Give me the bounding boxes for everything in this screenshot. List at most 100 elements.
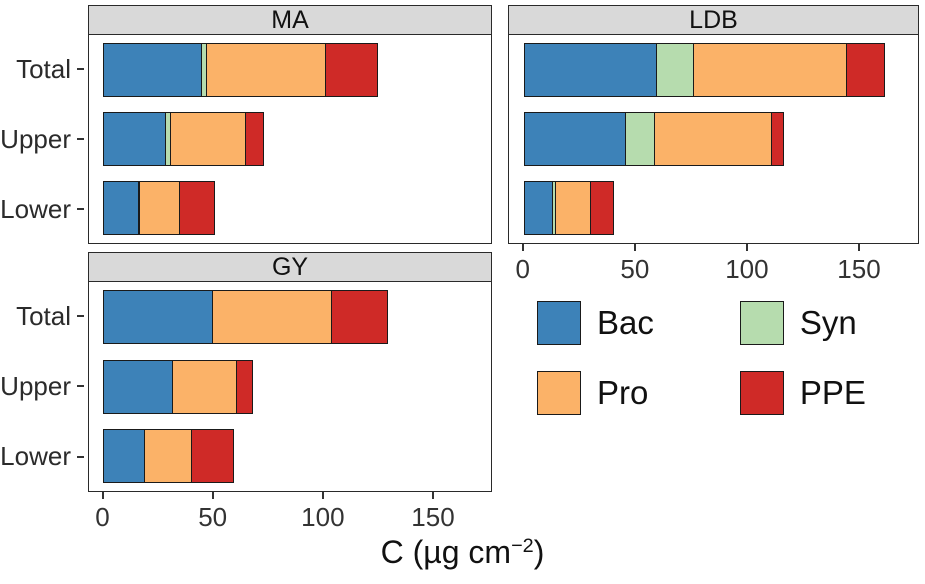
x-tick-mark	[857, 244, 860, 251]
panel-ma	[88, 34, 492, 244]
bar-row-lower	[509, 174, 918, 243]
category-label: Upper	[0, 370, 71, 401]
bar-segment-bac	[103, 111, 167, 166]
category-label: Lower	[0, 193, 71, 224]
bar-segment-ppe	[191, 429, 234, 484]
legend-item-ppe: PPE	[739, 371, 866, 415]
legend: Bac Pro Syn PPE	[537, 301, 866, 415]
legend-item-syn: Syn	[739, 301, 866, 345]
legend-key-bac	[537, 301, 581, 345]
x-axis-ldb: 0 50 100 150	[508, 244, 919, 288]
bar-segment-bac	[103, 42, 203, 97]
panel-gy	[88, 281, 492, 492]
bar-segment-bac	[103, 181, 140, 236]
y-label-row: Lower	[0, 174, 84, 244]
legend-label-ppe: PPE	[799, 374, 866, 411]
bar-segment-ppe	[846, 42, 885, 97]
bar-segment-pro	[144, 429, 193, 484]
x-tick-label: 150	[411, 502, 455, 532]
category-label: Lower	[0, 441, 71, 472]
bar-row-lower	[89, 421, 491, 491]
bar-row-total	[509, 35, 918, 104]
y-label-row: Total	[0, 281, 84, 351]
bar-segment-pro	[692, 42, 848, 97]
bar-row-upper	[89, 352, 491, 422]
bar-segment-bac	[523, 181, 554, 236]
legend-key-ppe	[739, 371, 784, 415]
x-tick-label: 0	[515, 254, 531, 284]
y-tick-mark	[77, 208, 84, 210]
facet-title-gy: GY	[271, 252, 309, 281]
bar-segment-ppe	[590, 181, 614, 236]
bar-segment-pro	[171, 359, 238, 414]
facet-strip-ma: MA	[88, 5, 492, 35]
x-tick-label: 100	[725, 254, 769, 284]
y-label-row: Upper	[0, 351, 84, 421]
bar-segment-pro	[555, 181, 592, 236]
bar-segment-ppe	[770, 111, 784, 166]
bar-segment-pro	[206, 42, 327, 97]
y-label-row: Total	[0, 34, 84, 104]
x-tick-mark	[321, 492, 324, 499]
bar-segment-pro	[170, 111, 247, 166]
facet-strip-ldb: LDB	[508, 5, 919, 35]
legend-label-bac: Bac	[597, 304, 654, 341]
x-axis-title-close: )	[533, 534, 545, 570]
x-tick-mark	[633, 244, 636, 251]
bar-segment-syn	[625, 111, 656, 166]
facet-title-ldb: LDB	[689, 5, 738, 34]
bar-row-upper	[509, 104, 918, 173]
x-tick-label: 50	[620, 254, 650, 284]
bar-segment-bac	[523, 111, 627, 166]
bar-segment-ppe	[330, 289, 388, 344]
facet-title-ma: MA	[271, 5, 309, 34]
x-tick-mark	[211, 492, 214, 499]
bar-segment-ppe	[325, 42, 378, 97]
facet-strip-gy: GY	[88, 252, 492, 282]
category-label: Total	[16, 300, 71, 331]
x-tick-label: 100	[301, 502, 345, 532]
bar-segment-pro	[654, 111, 773, 166]
legend-key-syn	[739, 301, 784, 345]
bar-row-upper	[89, 104, 491, 173]
x-tick-label: 150	[837, 254, 881, 284]
x-axis-title-text: C (µg cm	[380, 534, 512, 570]
panel-ldb	[508, 34, 919, 244]
bar-segment-syn	[655, 42, 695, 97]
bar-segment-bac	[103, 429, 146, 484]
y-label-row: Upper	[0, 104, 84, 174]
bar-segment-bac	[103, 289, 214, 344]
legend-item-bac: Bac	[537, 301, 654, 345]
bar-segment-pro	[211, 289, 333, 344]
x-tick-mark	[521, 244, 524, 251]
bar-segment-ppe	[235, 359, 253, 414]
y-label-row: Lower	[0, 422, 84, 492]
y-tick-mark	[77, 315, 84, 318]
legend-key-pro	[537, 371, 581, 415]
x-tick-label: 50	[198, 502, 228, 532]
bar-segment-ppe	[179, 181, 216, 236]
bar-segment-pro	[138, 181, 181, 236]
bar-segment-bac	[523, 42, 658, 97]
category-label: Upper	[0, 123, 71, 154]
y-axis-labels-ma: Total Upper Lower	[0, 34, 84, 244]
bar-row-total	[89, 35, 491, 104]
legend-label-pro: Pro	[597, 374, 649, 411]
y-tick-mark	[77, 385, 84, 388]
x-tick-mark	[745, 244, 748, 251]
y-tick-mark	[77, 138, 84, 140]
y-axis-labels-gy: Total Upper Lower	[0, 281, 84, 492]
y-tick-mark	[77, 68, 84, 70]
bar-segment-ppe	[244, 111, 264, 166]
y-tick-mark	[77, 455, 84, 458]
x-axis-gy: 0 50 100 150	[88, 492, 492, 536]
legend-label-syn: Syn	[799, 304, 857, 341]
x-tick-label: 0	[95, 502, 110, 532]
bar-row-lower	[89, 174, 491, 243]
legend-item-pro: Pro	[537, 371, 654, 415]
bar-row-total	[89, 282, 491, 352]
x-tick-mark	[101, 492, 104, 499]
x-tick-mark	[431, 492, 434, 499]
x-axis-title-exponent: −2	[511, 535, 534, 558]
